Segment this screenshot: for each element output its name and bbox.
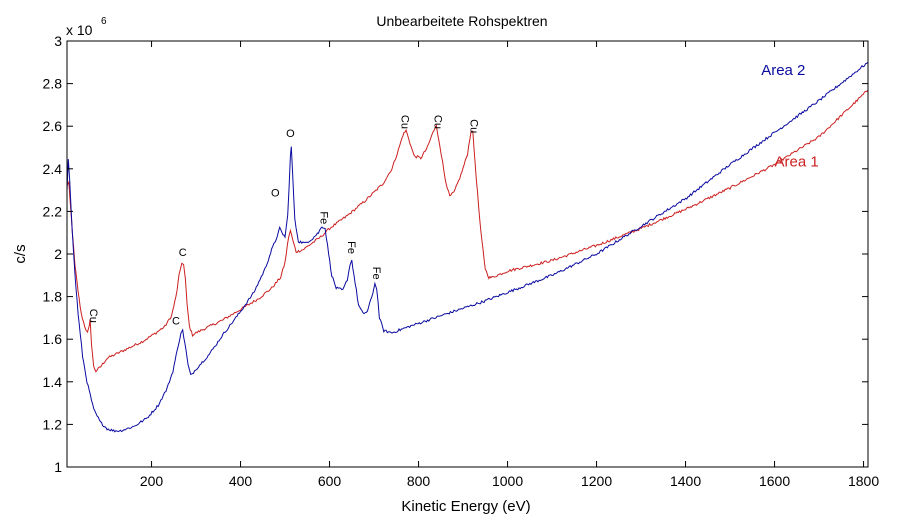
y-axis-label: c/s — [12, 244, 29, 263]
y-tick-label: 2.6 — [43, 118, 63, 134]
y-tick-label: 2 — [54, 246, 62, 262]
peak-annotation: O — [271, 187, 280, 199]
x-tick-label: 600 — [318, 473, 342, 489]
peak-annotation: Cu — [468, 119, 480, 133]
y-exponent-base: x 10 — [66, 22, 93, 38]
series-labels: Area 2 Area 1 — [761, 62, 819, 171]
peak-annotation: Fe — [318, 211, 330, 224]
y-tick-label: 3 — [54, 33, 62, 49]
y-tick-label: 1.8 — [43, 289, 63, 305]
peak-annotation: Cu — [399, 115, 411, 129]
y-tick-label: 2.2 — [43, 203, 63, 219]
series-line-1 — [66, 89, 869, 373]
y-tick-label: 1 — [54, 459, 62, 475]
y-tick-label: 2.4 — [43, 161, 63, 177]
peak-annotation: O — [286, 128, 295, 140]
series-line-2 — [66, 61, 869, 433]
x-axis: 200 400 600 800 1000 1200 1400 1600 1800 — [140, 41, 879, 489]
peak-annotation: Cu — [87, 309, 99, 323]
plot-frame — [66, 40, 869, 468]
y-axis: 1 1.2 1.4 1.6 1.8 2 2.2 2.4 2.6 2.8 3 — [43, 33, 868, 475]
y-tick-label: 2.8 — [43, 76, 63, 92]
y-tick-label: 1.4 — [43, 374, 63, 390]
x-tick-label: 1800 — [848, 473, 879, 489]
peak-annotation: Cu — [432, 115, 444, 129]
plot-area — [66, 61, 869, 433]
series-label: Area 2 — [761, 62, 805, 79]
peak-annotations: Cu C C O O Fe Fe Fe Cu Cu Cu — [87, 115, 480, 327]
x-tick-label: 400 — [229, 473, 253, 489]
peak-annotation: C — [172, 315, 180, 327]
y-exponent-power: 6 — [101, 16, 107, 27]
y-tick-label: 1.2 — [43, 416, 63, 432]
peak-annotation: C — [179, 247, 187, 259]
x-axis-label: Kinetic Energy (eV) — [401, 498, 530, 515]
x-tick-label: 1600 — [759, 473, 790, 489]
y-tick-label: 1.6 — [43, 331, 63, 347]
series-label: Area 1 — [775, 154, 819, 171]
peak-annotation: Fe — [370, 267, 382, 280]
chart-title: Unbearbeitete Rohspektren — [376, 13, 547, 29]
x-tick-label: 1400 — [670, 473, 701, 489]
peak-annotation: Fe — [345, 241, 357, 254]
x-tick-label: 800 — [407, 473, 431, 489]
x-tick-label: 200 — [140, 473, 164, 489]
x-tick-label: 1000 — [492, 473, 523, 489]
x-tick-label: 1200 — [581, 473, 612, 489]
